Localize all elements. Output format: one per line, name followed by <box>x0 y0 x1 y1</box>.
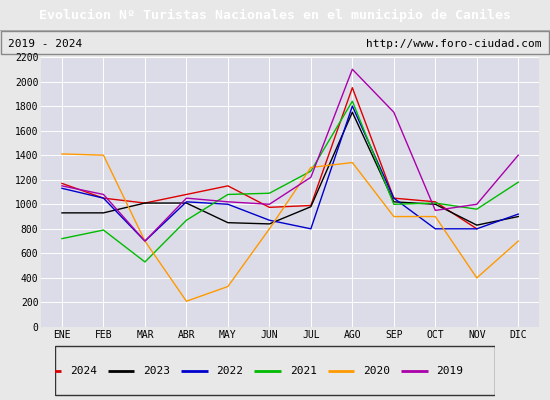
Text: 2021: 2021 <box>290 366 317 376</box>
Text: Evolucion Nº Turistas Nacionales en el municipio de Caniles: Evolucion Nº Turistas Nacionales en el m… <box>39 8 511 22</box>
Text: 2023: 2023 <box>143 366 170 376</box>
Text: http://www.foro-ciudad.com: http://www.foro-ciudad.com <box>366 39 542 49</box>
Text: 2019: 2019 <box>436 366 463 376</box>
Text: 2019 - 2024: 2019 - 2024 <box>8 39 82 49</box>
Text: 2022: 2022 <box>216 366 243 376</box>
Text: 2024: 2024 <box>70 366 97 376</box>
Text: 2020: 2020 <box>363 366 390 376</box>
